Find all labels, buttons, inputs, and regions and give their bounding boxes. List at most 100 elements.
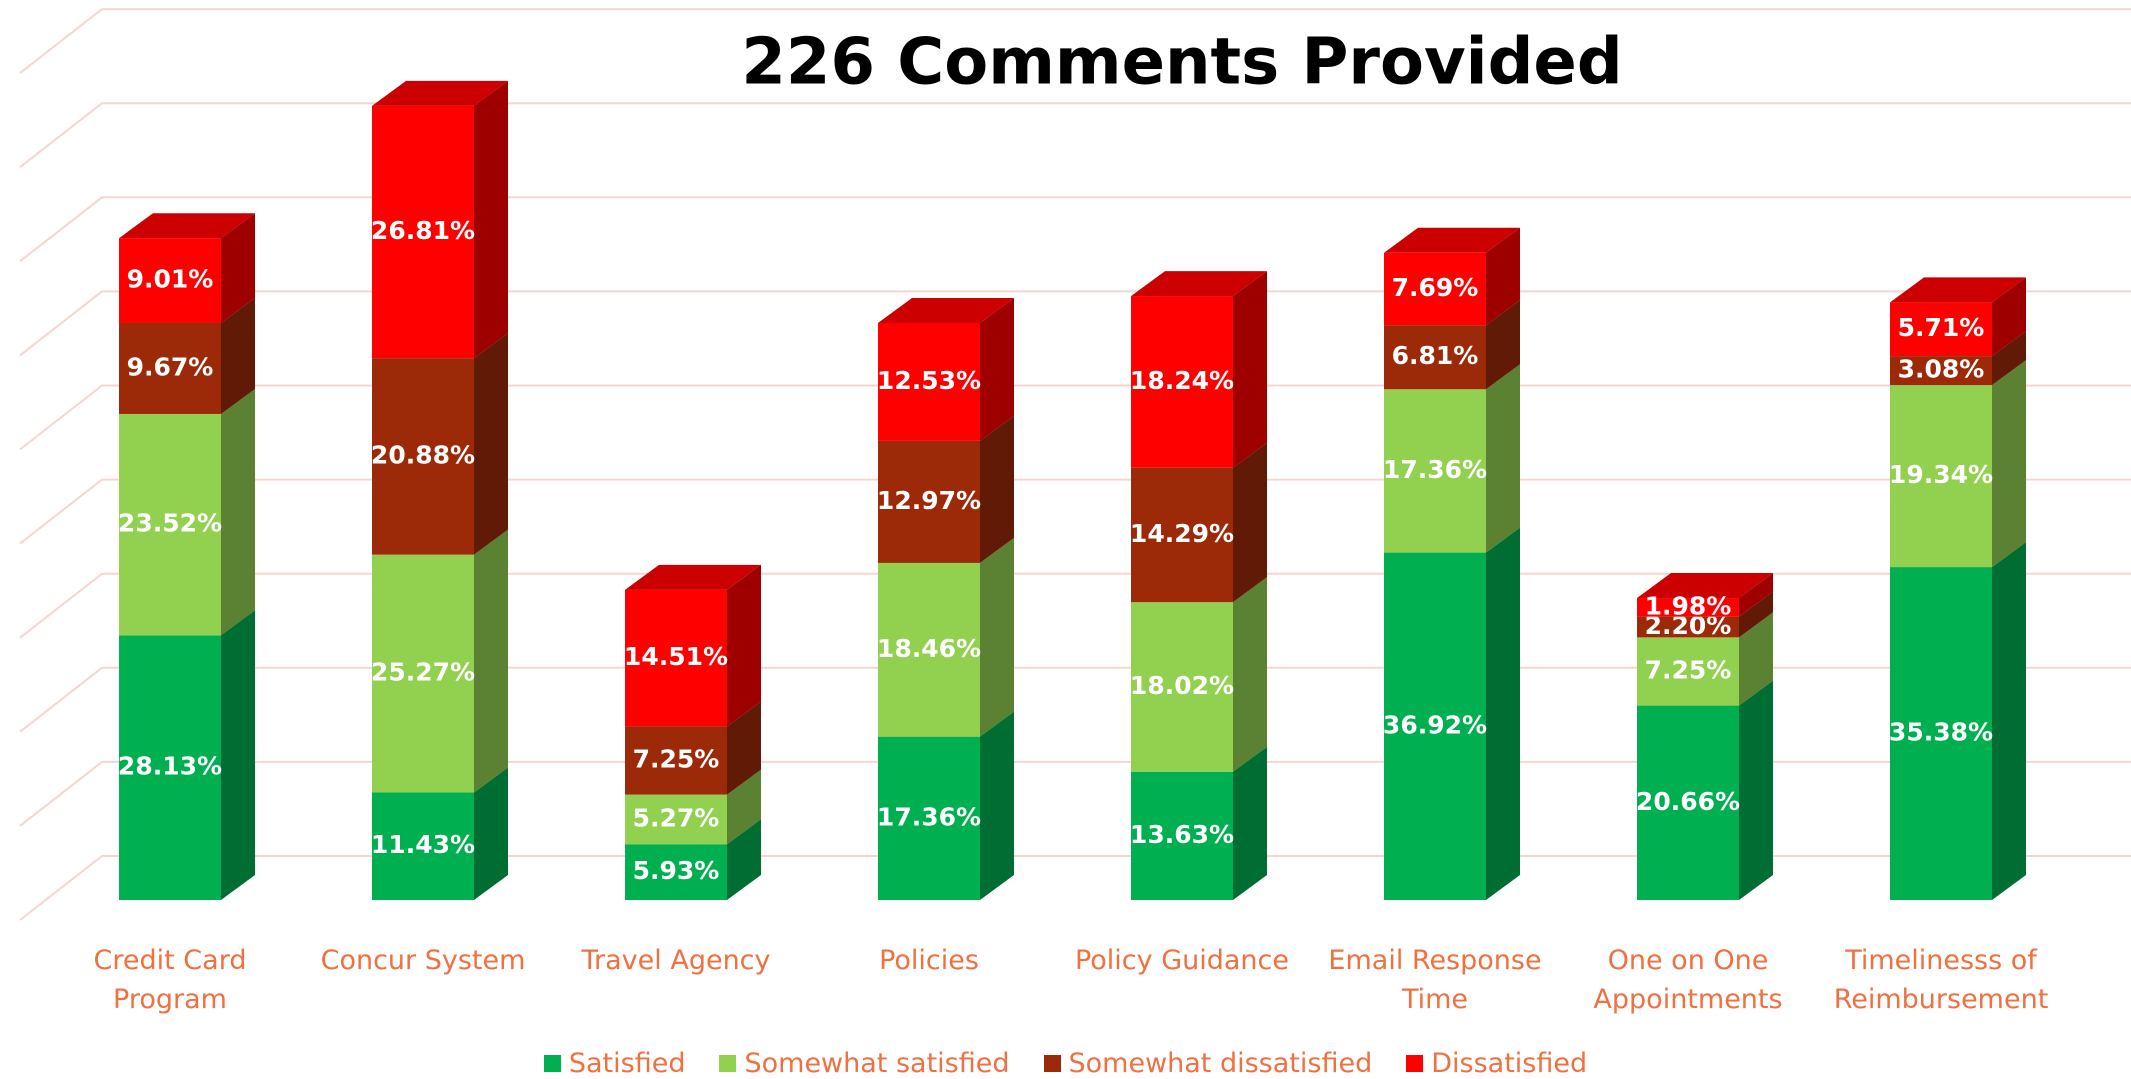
bar-side [1486,527,1520,900]
bar-side [1992,331,2026,386]
data-label: 36.92% [1383,710,1487,739]
bar [372,105,474,359]
bar-top [1384,227,1520,253]
bar-segment: 5.27% [625,769,761,845]
bar [372,554,474,793]
bar [625,844,727,900]
bar-segment: 5.71% [1890,277,2026,357]
legend-item: Dissatisfied [1406,1048,1587,1079]
grid-line [19,290,2131,357]
data-label: 18.24% [1130,366,1234,395]
bar [1131,467,1233,603]
bar-segment: 7.25% [625,701,761,795]
data-label: 18.46% [877,634,981,663]
legend: Satisfied Somewhat satisfied Somewhat diss… [0,1048,2131,1079]
bar-segment: 11.43% [371,767,508,900]
bar-segment: 35.38% [1889,542,2026,900]
bar-side [980,297,1014,441]
legend-swatch [1043,1055,1061,1072]
bar [1384,552,1486,900]
data-label: 5.71% [1898,313,1985,342]
bar-side [221,610,255,900]
data-label: 9.67% [127,352,214,381]
data-label: 1.98% [1645,591,1732,620]
bar-segment: 13.63% [1130,746,1267,900]
legend-item: Somewhat dissatisfied [1043,1048,1373,1079]
data-label: 28.13% [118,752,222,781]
bar [1637,637,1739,706]
bar-top [1890,277,2026,303]
bar-segment: 12.53% [877,297,1014,441]
bar-segment: 5.93% [625,819,761,900]
bar-side [1233,577,1267,772]
bar-side [1233,271,1267,468]
bar-side [1233,442,1267,603]
data-label: 20.66% [1636,787,1740,816]
bar [878,736,980,900]
legend-label: Satisfied [568,1048,686,1079]
bar [372,358,474,555]
bar-top [1131,271,1267,297]
bar-side [1992,277,2026,357]
x-tick-label: Travel Agency [581,945,771,976]
bar [625,726,727,795]
grid-line [19,666,2131,733]
x-tick-label: Timelinesss of Reimbursement [1833,945,2049,1015]
legend-swatch [719,1055,737,1072]
x-tick-label: Email Response Time [1328,945,1542,1015]
bar-segment: 17.36% [1383,364,1520,553]
data-label: 9.01% [127,265,214,294]
data-label: 12.97% [877,486,981,515]
grid-line [19,572,2131,639]
legend-label: Somewhat satisfied [744,1048,1010,1079]
legend-label: Somewhat dissatisfied [1068,1048,1373,1079]
bar [119,322,221,414]
bar [1637,616,1739,638]
data-label: 3.08% [1898,355,1985,384]
data-label: 26.81% [371,216,475,245]
bar-side [1739,612,1773,706]
bar [1890,302,1992,357]
bar-segment: 14.51% [624,564,761,727]
bar-segment: 20.88% [371,333,508,555]
bar-side [474,529,508,793]
x-tick-label: Policies [879,945,979,976]
bar-segment: 6.81% [1384,300,1520,390]
bar-top [1637,573,1773,599]
grid-line [19,8,2131,74]
bar [878,562,980,737]
bar-segment: 3.08% [1890,331,2026,386]
grid-line [19,478,2131,545]
bar-side [221,297,255,414]
bar-segment: 28.13% [118,610,255,900]
legend-swatch [543,1055,561,1072]
bar-segment: 36.92% [1383,527,1520,900]
bar [1637,598,1739,617]
bar-side [221,388,255,636]
bar [878,440,980,563]
bar-side [1992,360,2026,568]
bar-top [119,213,255,239]
bar [1131,602,1233,772]
bar-side [1486,364,1520,553]
bar-segment: 26.81% [371,80,508,359]
bar-segment: 7.69% [1384,227,1520,326]
bar [1384,325,1486,390]
bar-top [372,80,508,106]
bar [1131,296,1233,468]
data-label: 18.02% [1130,671,1234,700]
data-label: 19.34% [1889,460,1993,489]
data-label: 25.27% [371,658,475,687]
bar-side [221,213,255,323]
bar-side [727,819,761,900]
bar-side [1739,591,1773,638]
legend-item: Somewhat satisfied [719,1048,1010,1079]
data-label: 35.38% [1889,718,1993,747]
bar-segment: 18.46% [877,537,1014,737]
bar [119,635,221,900]
bar-segment: 23.52% [118,388,255,636]
data-label: 17.36% [1383,455,1487,484]
legend-swatch [1406,1055,1424,1072]
bar-segment: 18.24% [1130,271,1267,468]
bar-side [1486,227,1520,326]
